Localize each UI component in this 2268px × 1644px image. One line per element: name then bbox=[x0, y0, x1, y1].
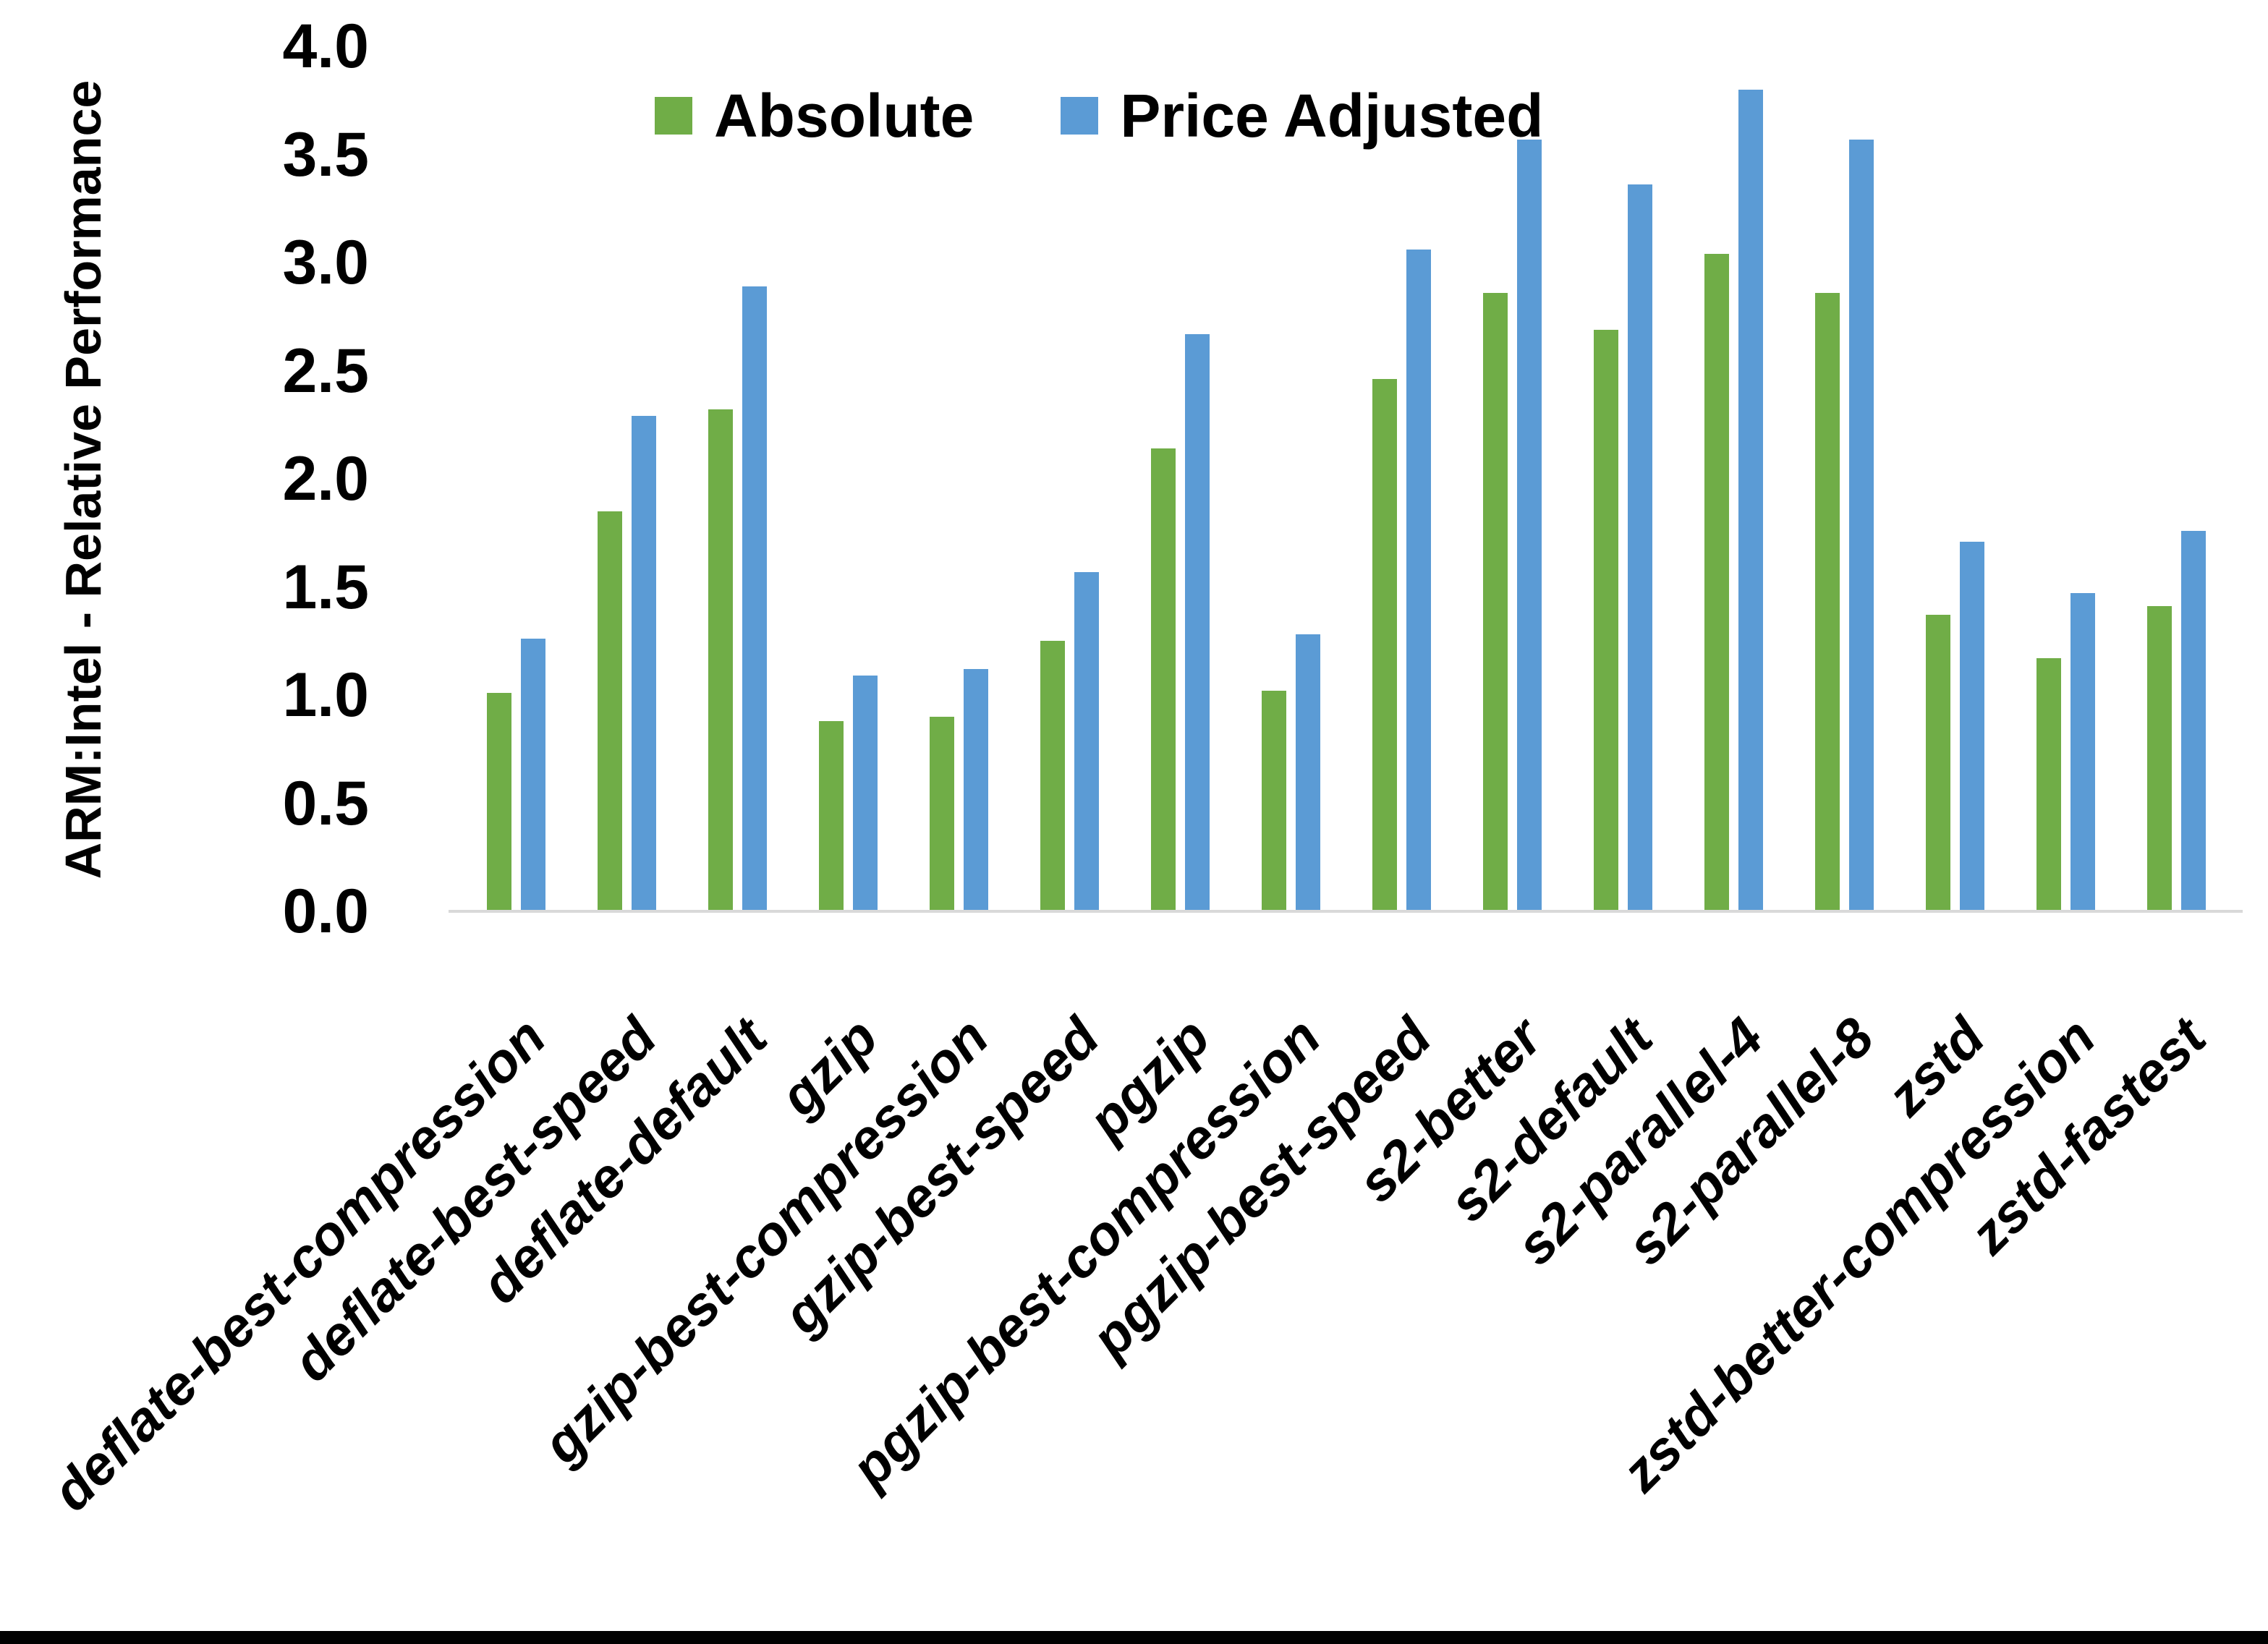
y-tick-label: 0.0 bbox=[282, 877, 369, 946]
bar-price-adjusted bbox=[1406, 250, 1431, 911]
y-tick-label: 3.0 bbox=[282, 228, 369, 297]
bar-absolute bbox=[487, 693, 511, 911]
bottom-border-bar bbox=[0, 1631, 2268, 1644]
bar-price-adjusted bbox=[1628, 184, 1652, 911]
bar-price-adjusted bbox=[521, 639, 545, 911]
bar-absolute bbox=[2147, 606, 2172, 911]
legend-item-price-adjusted: Price Adjusted bbox=[1061, 85, 1543, 146]
bar-price-adjusted bbox=[1738, 90, 1763, 911]
bar-price-adjusted bbox=[2070, 593, 2095, 911]
legend-swatch-price-adjusted bbox=[1061, 97, 1099, 135]
bar-absolute bbox=[819, 721, 844, 911]
bar-price-adjusted bbox=[1960, 542, 1984, 911]
plot-area bbox=[449, 48, 2243, 911]
bar-absolute bbox=[1815, 293, 1840, 911]
bar-absolute bbox=[930, 717, 954, 911]
bar-price-adjusted bbox=[2181, 531, 2206, 911]
y-tick-label: 4.0 bbox=[282, 12, 369, 81]
bar-price-adjusted bbox=[1517, 140, 1542, 911]
bar-absolute bbox=[1926, 615, 1950, 911]
bar-price-adjusted bbox=[1849, 140, 1874, 911]
bar-absolute bbox=[2036, 658, 2061, 911]
bar-price-adjusted bbox=[1296, 634, 1320, 911]
y-tick-label: 1.5 bbox=[282, 552, 369, 622]
y-tick-label: 3.5 bbox=[282, 119, 369, 189]
x-axis-line bbox=[449, 910, 2243, 913]
y-tick-label: 1.0 bbox=[282, 660, 369, 730]
bar-absolute bbox=[1704, 254, 1729, 911]
bar-absolute bbox=[1483, 293, 1508, 911]
bar-price-adjusted bbox=[1074, 572, 1099, 911]
y-tick-label: 0.5 bbox=[282, 768, 369, 838]
bar-absolute bbox=[1151, 448, 1176, 911]
bar-absolute bbox=[1040, 641, 1065, 911]
bar-absolute bbox=[1372, 379, 1397, 911]
bar-absolute bbox=[1594, 330, 1618, 911]
bar-price-adjusted bbox=[742, 286, 767, 911]
bar-price-adjusted bbox=[853, 676, 878, 911]
bar-absolute bbox=[1262, 691, 1286, 911]
y-tick-label: 2.5 bbox=[282, 336, 369, 406]
y-axis-title: ARM:Intel - Relative Performance bbox=[55, 80, 111, 880]
legend-label-price-adjusted: Price Adjusted bbox=[1120, 82, 1544, 150]
bar-price-adjusted bbox=[632, 416, 656, 911]
legend-swatch-absolute bbox=[655, 97, 692, 135]
legend-item-absolute: Absolute bbox=[655, 85, 974, 146]
bar-price-adjusted bbox=[964, 669, 988, 911]
y-tick-label: 2.0 bbox=[282, 444, 369, 514]
chart-legend: Absolute Price Adjusted bbox=[655, 85, 1543, 146]
bar-absolute bbox=[708, 409, 733, 911]
legend-label-absolute: Absolute bbox=[714, 82, 974, 150]
bar-absolute bbox=[598, 511, 622, 911]
bar-price-adjusted bbox=[1185, 334, 1210, 911]
